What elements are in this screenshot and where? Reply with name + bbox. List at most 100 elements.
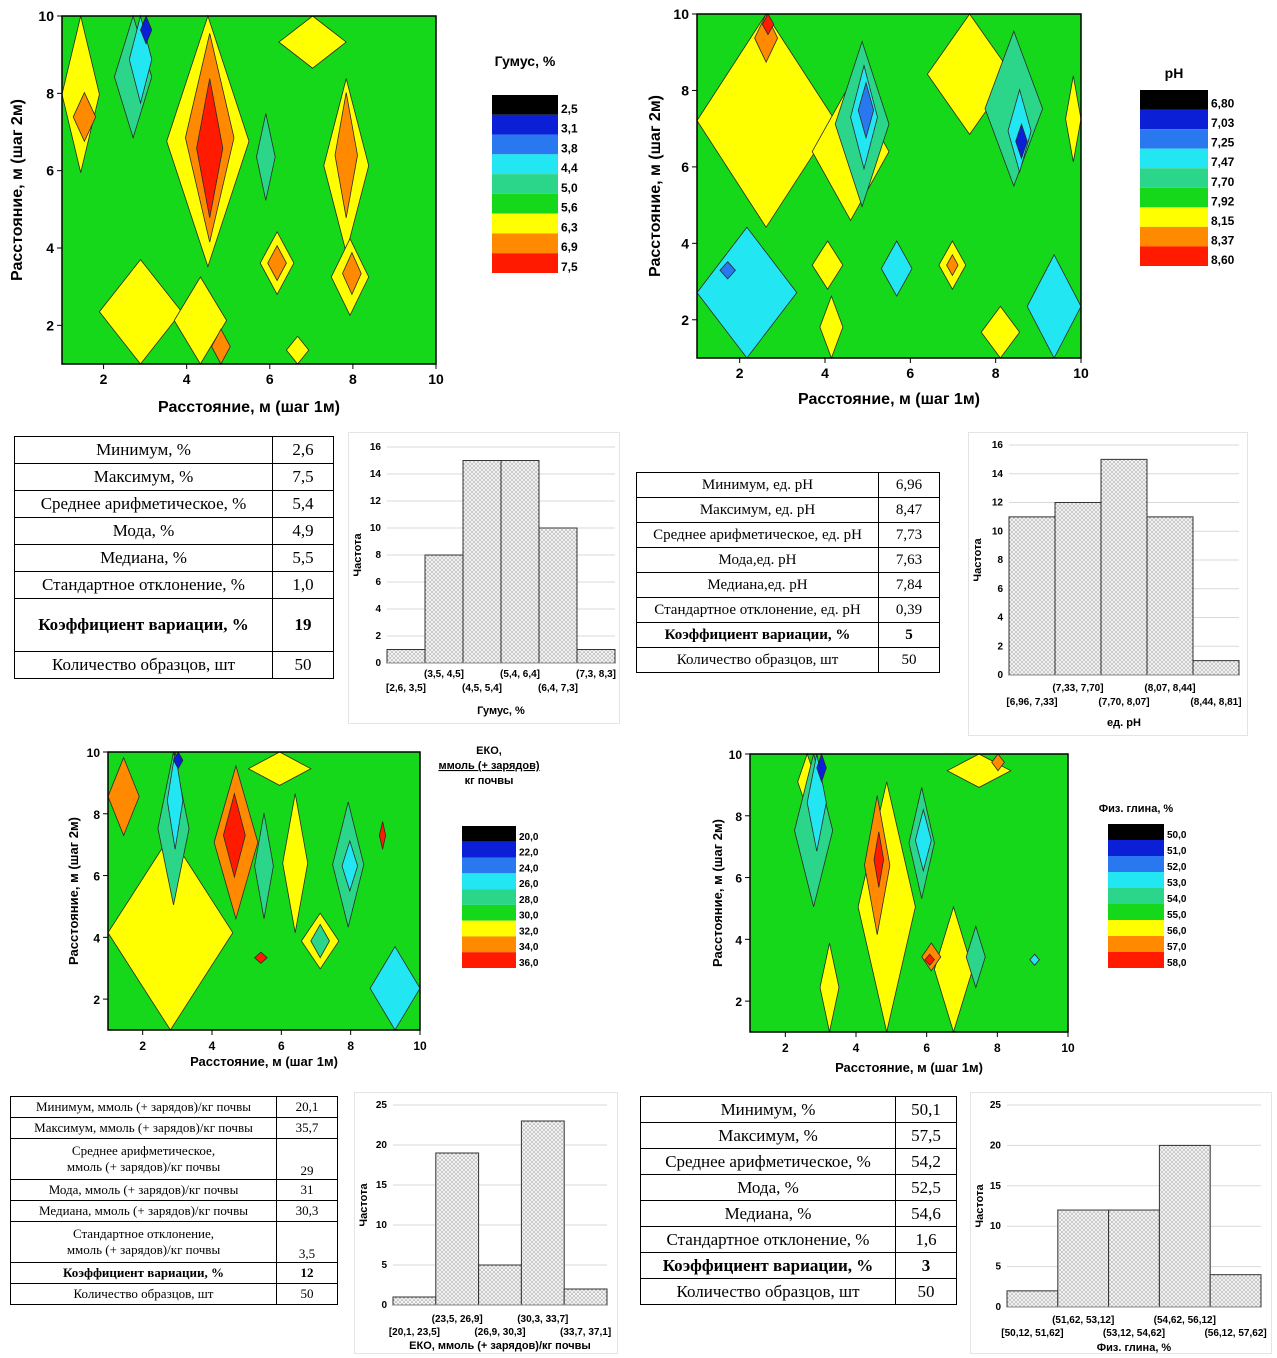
y-tick-label: 2 [735, 995, 742, 1009]
x-tick-label: (4,5, 5,4] [462, 683, 502, 694]
legend-level-label: 7,70 [1211, 175, 1235, 189]
legend-level-label: 6,9 [561, 240, 578, 254]
contour-region [267, 244, 287, 282]
y-tick-label: 2 [46, 317, 54, 333]
y-tick-label: 10 [370, 523, 382, 534]
stats-row: Медиана,ед. pH 7,84 [636, 572, 940, 598]
legend-level-label: 3,8 [561, 141, 578, 155]
contour-region [256, 113, 276, 201]
contour-region [140, 14, 153, 45]
legend-swatch [1140, 109, 1208, 130]
stats-label: Стандартное отклонение, ммоль (+ зарядов)… [10, 1221, 277, 1263]
stats-value: 54,6 [895, 1200, 957, 1227]
histogram-bar [392, 1296, 437, 1306]
stats-row: Коэффициент вариации, % 5 [636, 622, 940, 648]
y-tick-label: 6 [735, 872, 742, 886]
stats-row: Минимум, ед. pH 6,96 [636, 472, 940, 498]
y-tick-label: 10 [87, 746, 101, 760]
legend-level-label: 55,0 [1167, 910, 1187, 921]
stats-label: Максимум, % [640, 1122, 896, 1149]
legend-swatch [492, 154, 558, 175]
legend-swatch [492, 114, 558, 135]
y-tick-label: 8 [46, 85, 54, 101]
legend-level-label: 53,0 [1167, 878, 1187, 889]
plot-frame [107, 751, 421, 1031]
legend-level-label: 26,0 [519, 879, 539, 890]
legend-swatch [1140, 187, 1208, 208]
stats-row: Медиана, ммоль (+ зарядов)/кг почвы 30,3 [10, 1200, 338, 1222]
stats-label: Медиана, % [640, 1200, 896, 1227]
legend-title: ммоль (+ зарядов) [438, 760, 539, 772]
contour-region [128, 14, 153, 105]
humus-histogram-panel: 0 2 4 6 8 10 12 14 16 [2,6, 3,5] (3,5, 4,5] (4,5, 5… [348, 432, 620, 724]
humus-histogram: 0 2 4 6 8 10 12 14 16 [2,6, 3,5] (3,5, 4,5] (4,5, 5… [352, 442, 616, 717]
x-tick-label: (53,12, 54,62] [1103, 1328, 1165, 1339]
legend-swatch [462, 952, 516, 968]
y-tick-label: 10 [376, 1220, 388, 1231]
legend-swatch [1140, 148, 1208, 169]
legend-level-label: 6,3 [561, 220, 578, 234]
x-tick-label: [2,6, 3,5] [386, 683, 426, 694]
x-tick-label: 10 [413, 1039, 427, 1053]
contour-region [310, 923, 330, 959]
legend-level-label: 30,0 [519, 911, 539, 922]
stats-row: Мода,ед. pH 7,63 [636, 547, 940, 573]
legend-level-label: 8,15 [1211, 214, 1235, 228]
histogram-bar [386, 649, 426, 664]
stats-row: Максимум, ммоль (+ зарядов)/кг почвы 35,7 [10, 1117, 338, 1139]
y-tick-label: 10 [38, 8, 54, 24]
y-tick-label: 8 [93, 808, 100, 822]
eko-histogram: 0 5 10 15 20 25 [20,1, 23,5] (23,5, 26,9] (26,9,… [358, 1100, 611, 1352]
histogram-bar [462, 460, 502, 664]
y-tick-label: 5 [995, 1262, 1001, 1273]
y-axis-label: Расстояние, м (шаг 2м) [9, 99, 26, 281]
plot-frame [61, 15, 437, 365]
y-tick-label: 4 [46, 240, 54, 256]
legend-swatch [1108, 936, 1164, 952]
stats-value: 7,73 [878, 522, 940, 548]
stats-value: 5 [878, 622, 940, 648]
clay-stats-table: Минимум, % 50,1 Максимум, % 57,5 Среднее ари… [640, 1096, 957, 1305]
ph-contour-map: 2 4 6 8 10 2 4 6 8 10 Расстояние, м (шаг 1м) Рассто… [647, 6, 1235, 408]
stats-value: 29 [276, 1138, 338, 1180]
stats-row: Среднее арифметическое, ммоль (+ зарядов)… [10, 1138, 338, 1180]
contour-region [334, 92, 358, 218]
legend-level-label: 56,0 [1167, 926, 1187, 937]
x-tick-label: (8,07, 8,44] [1144, 683, 1195, 694]
legend-level-label: 57,0 [1167, 942, 1187, 953]
y-tick-label: 8 [681, 82, 689, 98]
plot-frame [749, 753, 1069, 1033]
y-tick-label: 6 [681, 159, 689, 175]
stats-row: Мода, ммоль (+ зарядов)/кг почвы 31 [10, 1179, 338, 1201]
contour-region [342, 251, 362, 296]
y-tick-label: 2 [93, 993, 100, 1007]
stats-value: 50 [272, 651, 334, 679]
x-tick-label: 10 [428, 371, 444, 387]
histogram-bar [1054, 502, 1102, 676]
y-tick-label: 2 [997, 641, 1003, 652]
y-tick-label: 6 [375, 577, 381, 588]
stats-label: Среднее арифметическое, % [640, 1148, 896, 1175]
legend-title: кг почвы [465, 775, 514, 787]
contour-region [1065, 75, 1082, 162]
y-tick-label: 4 [735, 933, 742, 947]
stats-row: Количество образцов, шт 50 [14, 651, 334, 679]
stats-label: Среднее арифметическое, % [14, 490, 273, 518]
y-tick-label: 8 [997, 555, 1003, 566]
contour-region [61, 15, 100, 173]
stats-row: Количество образцов, шт 50 [636, 647, 940, 673]
y-tick-label: 16 [370, 442, 382, 453]
y-tick-label: 20 [376, 1140, 388, 1151]
x-tick-label: 4 [209, 1039, 216, 1053]
stats-value: 7,84 [878, 572, 940, 598]
stats-row: Минимум, % 50,1 [640, 1096, 957, 1123]
legend-swatch [462, 841, 516, 858]
legend-level-label: 7,25 [1211, 136, 1235, 150]
humus-contour-panel: 2 4 6 8 10 2 4 6 8 10 Расстояние, м (шаг 1м) Рассто… [0, 0, 620, 420]
stats-label: Минимум, ед. pH [636, 472, 879, 498]
stats-label: Максимум, ммоль (+ зарядов)/кг почвы [10, 1117, 277, 1139]
stats-value: 1,0 [272, 571, 334, 599]
stats-label: Стандартное отклонение, % [640, 1226, 896, 1253]
histogram-bar [1100, 458, 1148, 676]
contour-region [222, 792, 246, 879]
